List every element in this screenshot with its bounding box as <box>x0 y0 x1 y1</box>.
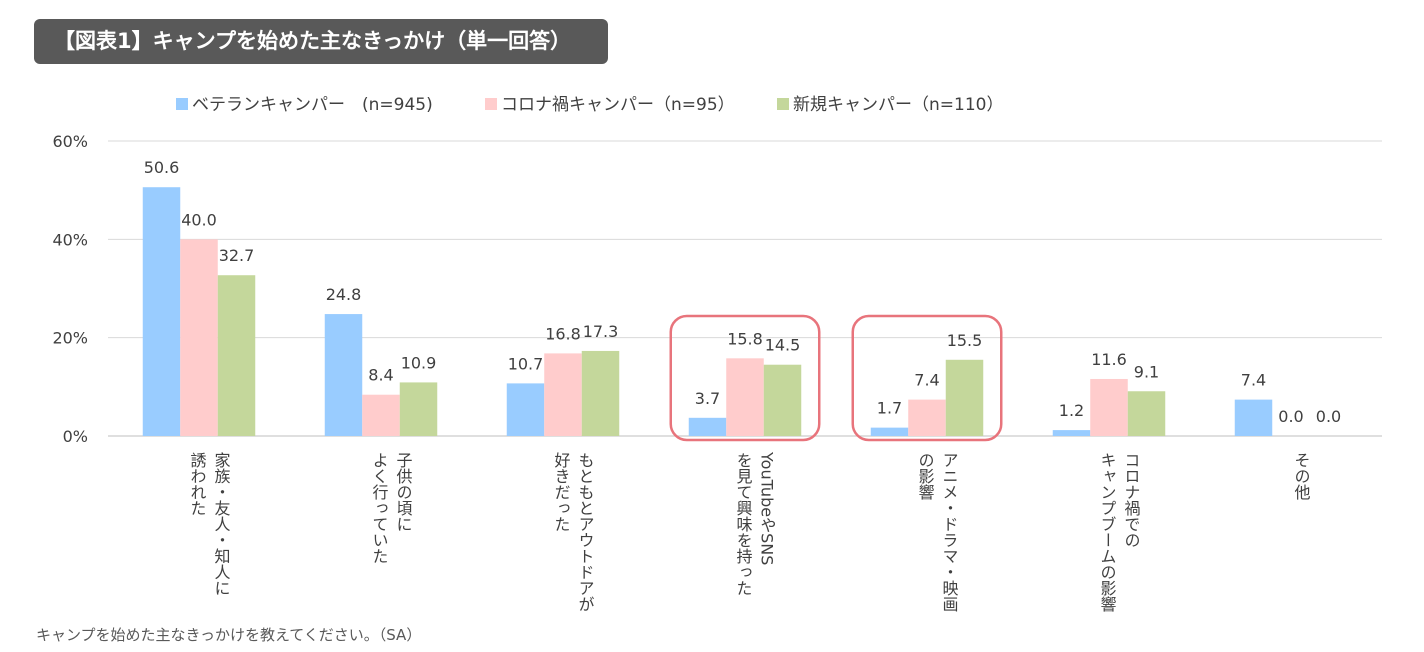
bar <box>180 239 218 436</box>
bar <box>581 350 620 436</box>
y-tick-label: 20% <box>52 329 88 348</box>
legend-item-new: 新規キャンパー（n=110） <box>777 94 1003 116</box>
data-label: 0.0 <box>1316 407 1341 426</box>
data-label: 3.7 <box>695 389 720 408</box>
highlight-box <box>669 314 821 442</box>
data-label: 7.4 <box>1241 371 1266 390</box>
legend-swatch-corona <box>485 98 497 110</box>
legend-item-veteran: ベテランキャンパー (n=945) <box>176 94 433 116</box>
bar <box>1052 430 1091 436</box>
bar <box>362 394 400 436</box>
bar <box>544 353 582 436</box>
category-label: コロナ禍での <box>1122 452 1141 548</box>
y-tick-label: 0% <box>63 427 88 446</box>
data-label: 10.9 <box>401 353 437 372</box>
bar <box>506 383 545 436</box>
bar <box>142 187 181 436</box>
bar <box>1234 399 1273 436</box>
legend-label-corona: コロナ禍キャンパー（n=95） <box>501 95 735 115</box>
bar <box>688 417 727 436</box>
data-label: 7.4 <box>914 371 939 390</box>
category-label: もともとアウトドアが <box>576 452 595 612</box>
category-label: よく行っていた <box>370 452 389 564</box>
y-tick-label: 40% <box>52 230 88 249</box>
data-label: 14.5 <box>765 336 801 355</box>
data-label: 24.8 <box>326 285 362 304</box>
bar <box>870 427 909 436</box>
data-label: 11.6 <box>1091 350 1127 369</box>
legend-item-corona: コロナ禍キャンパー（n=95） <box>485 94 735 116</box>
y-tick-label: 60% <box>52 132 88 151</box>
category-label: キャンプブームの影響 <box>1098 452 1117 612</box>
bar <box>908 399 946 436</box>
bar <box>217 275 256 436</box>
category-label: 家族・友人・知人に <box>212 452 231 596</box>
legend-label-veteran: ベテランキャンパー (n=945) <box>192 95 433 115</box>
bar <box>399 382 438 436</box>
bar <box>1127 391 1166 436</box>
category-label: 誘われた <box>188 452 207 516</box>
data-label: 15.8 <box>727 329 763 348</box>
data-label: 1.7 <box>877 399 902 418</box>
footnote: キャンプを始めた主なきっかけを教えてください。（SA） <box>36 626 422 644</box>
highlight-box <box>851 314 1003 442</box>
category-label: 好きだった <box>552 452 571 532</box>
legend-label-new: 新規キャンパー（n=110） <box>793 95 1004 115</box>
data-label: 15.5 <box>947 331 983 350</box>
chart-title: 【図表1】キャンプを始めた主なきっかけ（単一回答） <box>34 19 608 64</box>
legend-swatch-new <box>777 98 789 110</box>
legend-swatch-veteran <box>176 98 188 110</box>
data-label: 0.0 <box>1278 407 1303 426</box>
data-label: 10.7 <box>508 354 544 373</box>
category-label: を見て興味を持った <box>734 452 753 596</box>
data-label: 8.4 <box>368 366 393 385</box>
data-label: 16.8 <box>545 324 581 343</box>
category-label: の影響 <box>916 452 935 500</box>
bar <box>726 358 764 436</box>
category-label: アニメ・ドラマ・映画 <box>940 452 959 612</box>
bar <box>945 359 984 436</box>
data-label: 32.7 <box>219 246 255 265</box>
category-label: 子供の頃に <box>394 452 413 532</box>
data-label: 9.1 <box>1134 362 1159 381</box>
category-label: YouTubeやSNS <box>758 451 777 565</box>
data-label: 50.6 <box>144 158 180 177</box>
data-label: 17.3 <box>583 322 619 341</box>
data-label: 1.2 <box>1059 401 1084 420</box>
bar <box>1090 378 1128 436</box>
data-label: 40.0 <box>181 210 217 229</box>
bar <box>763 364 802 436</box>
bar <box>324 314 363 436</box>
category-label: その他 <box>1292 452 1311 501</box>
